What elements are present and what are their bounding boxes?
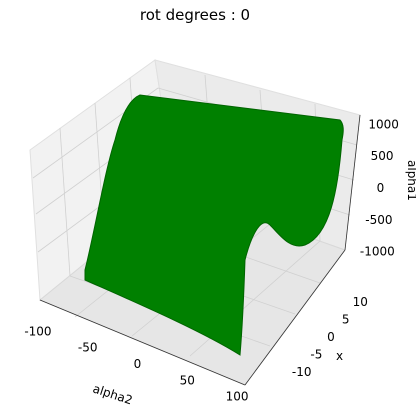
y-tick-label-4: 10 xyxy=(353,295,368,309)
chart-title: rot degrees : 0 xyxy=(139,6,251,24)
z-tick-label-2: 0 xyxy=(377,181,385,195)
z-tick-label-4: 1000 xyxy=(368,117,399,131)
y-tick-label-0: -10 xyxy=(292,365,312,379)
x-axis-ticks: -100 -50 0 50 100 xyxy=(24,324,248,403)
y-axis-label: x xyxy=(336,349,343,363)
x-tick-label-1: -50 xyxy=(78,341,98,355)
z-axis-label: alpha1 xyxy=(405,160,416,201)
x-tick-label-3: 50 xyxy=(180,373,195,387)
z-tick-label-1: -500 xyxy=(365,213,392,227)
x-tick-label-4: 100 xyxy=(226,390,249,404)
axis-edges xyxy=(39,114,361,386)
z-axis-ticks: -1000 -500 0 500 1000 xyxy=(360,117,399,258)
x-axis-label: alpha2 xyxy=(91,382,134,408)
y-tick-label-1: -5 xyxy=(310,348,322,362)
z-tick-label-3: 500 xyxy=(371,149,394,163)
scatter-surface xyxy=(84,94,344,356)
x-tick-label-0: -100 xyxy=(24,324,51,338)
y-tick-label-2: 0 xyxy=(327,330,335,344)
y-tick-label-3: 5 xyxy=(342,313,350,327)
z-tick-label-0: -1000 xyxy=(360,245,395,259)
x-tick-label-2: 0 xyxy=(134,357,142,371)
